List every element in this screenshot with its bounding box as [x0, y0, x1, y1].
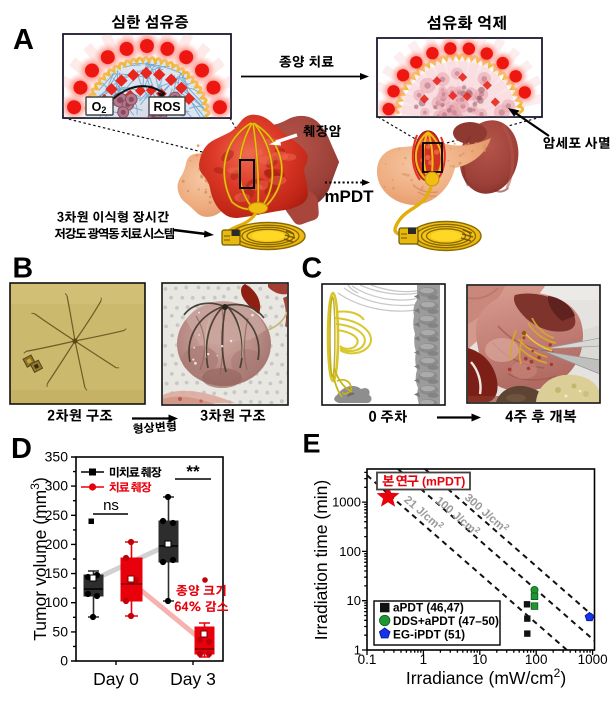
- svg-text:aPDT (46,47): aPDT (46,47): [393, 601, 464, 615]
- svg-text:Tumor volume (mm3): Tumor volume (mm3): [28, 477, 50, 641]
- svg-text:0: 0: [60, 653, 68, 669]
- svg-text:Irradiance (mW/cm2): Irradiance (mW/cm2): [406, 666, 566, 688]
- svg-text:EG-iPDT (51): EG-iPDT (51): [393, 628, 465, 642]
- svg-text:150: 150: [45, 565, 69, 581]
- svg-text:1: 1: [354, 643, 361, 658]
- svg-text:100: 100: [339, 544, 361, 559]
- svg-text:300: 300: [45, 478, 69, 494]
- svg-text:Day 3: Day 3: [170, 669, 216, 689]
- svg-text:B: B: [13, 253, 34, 285]
- svg-text:100: 100: [45, 594, 69, 610]
- svg-text:0.1: 0.1: [358, 652, 377, 667]
- svg-text:**: **: [186, 462, 200, 481]
- svg-text:A: A: [13, 24, 34, 56]
- svg-text:10: 10: [472, 652, 487, 667]
- svg-text:1000: 1000: [578, 652, 608, 667]
- svg-text:DDS+aPDT (47–50): DDS+aPDT (47–50): [393, 614, 499, 628]
- svg-text:E: E: [303, 429, 321, 459]
- svg-text:50: 50: [52, 623, 68, 639]
- svg-text:ROS: ROS: [153, 100, 180, 114]
- svg-text:D: D: [11, 433, 32, 465]
- svg-text:350: 350: [45, 449, 69, 465]
- svg-text:10: 10: [347, 593, 361, 608]
- svg-text:(mPDT): (mPDT): [422, 475, 465, 489]
- svg-text:100: 100: [525, 652, 548, 667]
- svg-text:1: 1: [420, 652, 428, 667]
- svg-text:ns: ns: [103, 497, 119, 514]
- svg-text:Irradiation time (min): Irradiation time (min): [311, 480, 331, 640]
- svg-text:1000: 1000: [332, 495, 361, 510]
- svg-text:C: C: [302, 253, 323, 285]
- svg-text:250: 250: [45, 507, 69, 523]
- svg-text:200: 200: [45, 536, 69, 552]
- svg-text:Day 0: Day 0: [93, 669, 139, 689]
- svg-text:mPDT: mPDT: [324, 187, 374, 206]
